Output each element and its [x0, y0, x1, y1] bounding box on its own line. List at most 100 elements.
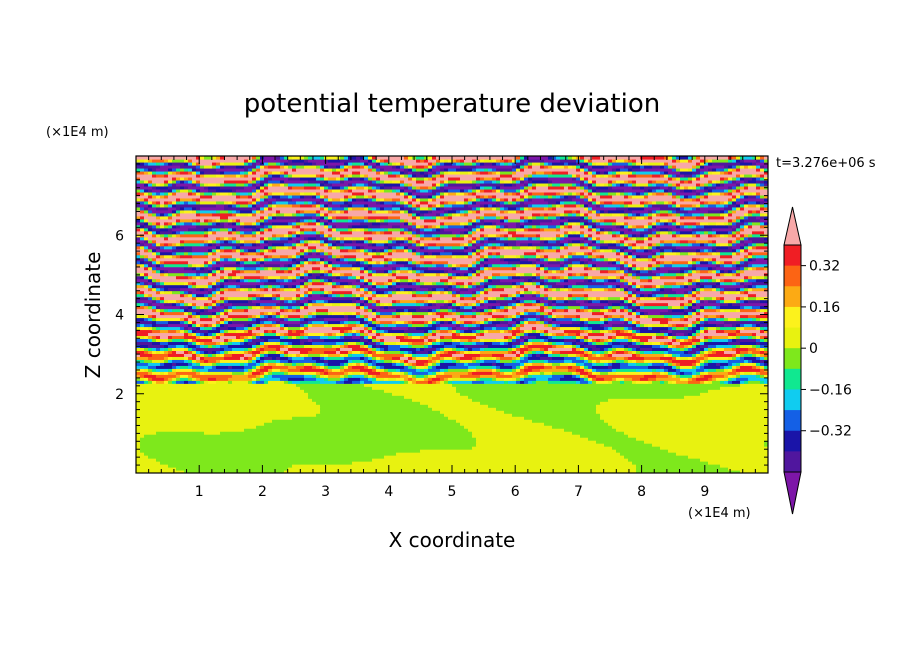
field-cell	[736, 347, 749, 351]
field-cell	[684, 395, 768, 399]
y-unit-label: (×1E4 m)	[46, 125, 109, 140]
field-cell	[500, 359, 513, 363]
field-cell	[228, 296, 249, 301]
field-cell	[284, 332, 289, 337]
field-cell	[596, 341, 605, 346]
field-cell	[224, 278, 229, 283]
field-cell	[300, 350, 309, 354]
field-cell	[304, 239, 309, 244]
field-cell	[380, 230, 385, 235]
field-cell	[196, 380, 201, 384]
field-cell	[204, 344, 209, 348]
field-cell	[476, 365, 493, 369]
field-cell	[312, 257, 317, 262]
field-cell	[748, 224, 753, 229]
field-cell	[612, 425, 768, 429]
field-cell	[192, 356, 197, 360]
field-cell	[424, 344, 429, 348]
field-cell	[336, 266, 341, 271]
field-cell	[432, 371, 437, 375]
field-cell	[524, 332, 529, 337]
field-cell	[264, 257, 269, 262]
field-cell	[244, 269, 257, 274]
field-cell	[592, 338, 597, 343]
field-cell	[296, 260, 301, 265]
field-cell	[404, 329, 425, 334]
field-cell	[488, 266, 493, 271]
field-cell	[452, 332, 457, 337]
field-cell	[644, 440, 765, 444]
field-cell	[520, 284, 525, 289]
field-cell	[352, 266, 357, 271]
field-cell	[228, 278, 237, 283]
field-cell	[372, 458, 629, 462]
field-cell	[376, 299, 381, 304]
field-cell	[408, 353, 413, 357]
field-cell	[344, 254, 357, 259]
field-cell	[504, 341, 509, 346]
field-cell	[260, 323, 265, 328]
field-cell	[692, 356, 697, 360]
field-cell	[480, 257, 485, 262]
field-cell	[488, 257, 501, 262]
field-cell	[756, 296, 765, 301]
field-cell	[476, 239, 481, 244]
field-cell	[296, 278, 305, 283]
field-cell	[532, 371, 541, 375]
field-cell	[628, 251, 633, 256]
field-cell	[568, 272, 573, 277]
field-cell	[624, 314, 637, 319]
field-cell	[600, 416, 768, 420]
field-cell	[260, 314, 265, 319]
field-cell	[664, 359, 669, 363]
field-cell	[324, 356, 329, 360]
field-cell	[700, 353, 705, 357]
field-cell	[604, 347, 609, 351]
field-cell	[268, 227, 273, 232]
field-cell	[328, 239, 337, 244]
field-cell	[256, 359, 261, 363]
field-cell	[676, 353, 681, 357]
field-cell	[744, 239, 753, 244]
field-cell	[344, 380, 353, 384]
field-cell	[664, 260, 673, 265]
field-cell	[416, 269, 421, 274]
field-cell	[540, 308, 545, 313]
field-cell	[548, 302, 553, 307]
field-cell	[472, 239, 477, 244]
field-cell	[544, 239, 549, 244]
field-cell	[384, 284, 389, 289]
field-cell	[396, 284, 421, 289]
field-cell	[360, 371, 365, 375]
field-cell	[544, 329, 549, 334]
field-cell	[156, 365, 173, 369]
field-cell	[420, 269, 425, 274]
field-cell	[308, 236, 317, 241]
field-cell	[584, 287, 593, 292]
field-cell	[564, 287, 569, 292]
field-cell	[492, 377, 497, 381]
field-cell	[192, 254, 209, 259]
field-cell	[228, 284, 237, 289]
field-cell	[188, 329, 193, 334]
field-cell	[584, 245, 589, 250]
field-cell	[388, 269, 393, 274]
field-cell	[216, 305, 225, 310]
field-cell	[412, 242, 417, 247]
field-cell	[604, 278, 609, 283]
field-cell	[320, 239, 325, 244]
field-cell	[152, 317, 157, 322]
field-cell	[148, 257, 153, 262]
field-cell	[260, 251, 265, 256]
field-cell	[764, 347, 768, 351]
field-cell	[364, 317, 369, 322]
field-cell	[656, 245, 661, 250]
field-cell	[196, 335, 201, 340]
field-cell	[592, 239, 597, 244]
field-cell	[392, 311, 397, 316]
field-cell	[628, 227, 633, 232]
field-cell	[224, 224, 241, 229]
field-cell	[204, 356, 225, 360]
field-cell	[484, 320, 489, 325]
field-cell	[640, 254, 649, 259]
